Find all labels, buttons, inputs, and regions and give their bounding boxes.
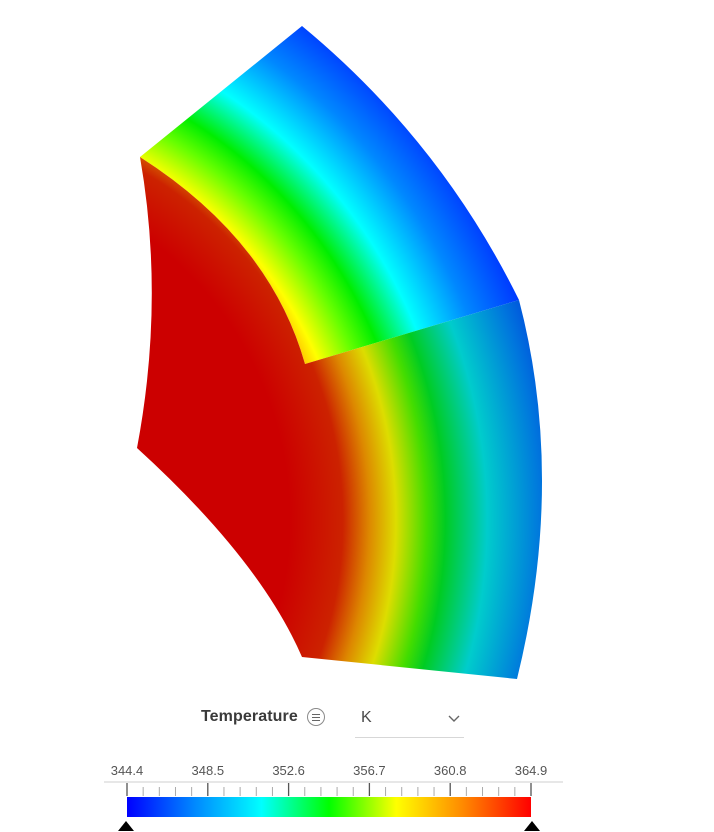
color-scale: 344.4 348.5 352.6 356.7 360.8 364.9 [0,755,714,832]
tick-label: 348.5 [191,763,225,778]
legend-title: Temperature [201,708,298,725]
tick-label: 360.8 [433,763,467,778]
part-segment-upper [140,26,519,364]
min-range-handle[interactable] [118,821,134,831]
simulation-viewport[interactable] [0,0,714,690]
unit-select[interactable]: K [355,700,464,738]
tick-label: 356.7 [353,763,386,778]
color-gradient-bar [127,797,531,817]
temperature-contour-plot [137,26,543,679]
list-icon[interactable] [307,708,325,726]
legend-header: Temperature K [0,700,714,740]
chevron-down-icon [448,715,460,722]
unit-value: K [361,709,372,726]
tick-label: 364.9 [514,763,548,778]
tick-label: 344.4 [110,763,144,778]
color-scale-ticks [126,783,532,796]
part-segment-lower [137,157,543,679]
max-range-handle[interactable] [524,821,540,831]
tick-label: 352.6 [272,763,305,778]
